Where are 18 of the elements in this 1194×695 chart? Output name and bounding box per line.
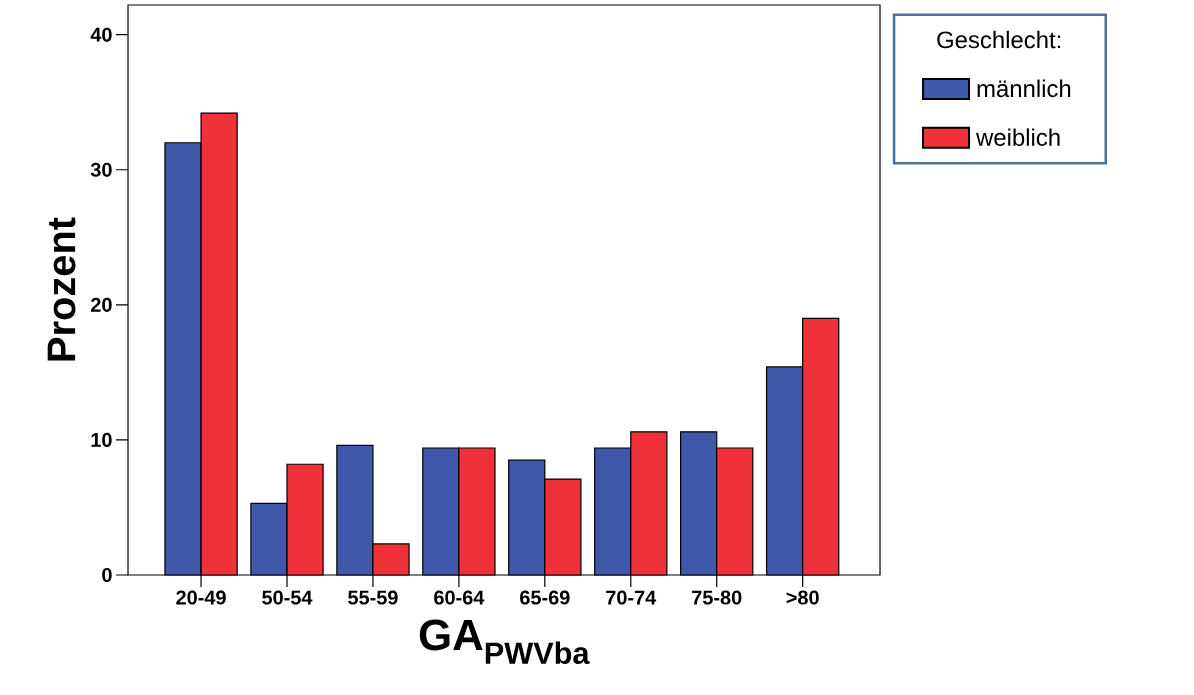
x-tick-label: 50-54 [262,590,313,605]
x-tick-label: 55-59 [348,590,398,605]
y-tick-label: 20 [91,297,112,312]
y-tick-label: 30 [90,162,112,177]
legend-label: weiblich [976,128,1060,146]
legend-label: männlich [977,79,1071,98]
y-tick-label: 0 [102,567,112,583]
x-axis-title: GA$_{PWVba}$ [419,619,590,665]
y-tick-label: 10 [91,432,112,447]
x-tick-label: >80 [786,590,819,605]
x-tick-label: 20-49 [176,590,226,605]
y-axis-title: Prozent [47,217,76,361]
x-tick-label: 65-69 [520,590,570,605]
x-tick-label: 75-80 [692,590,742,605]
x-tick-label: 60-64 [434,590,485,605]
x-tick-label: 70-74 [606,590,657,605]
y-tick-label: 40 [90,27,112,42]
legend-title: Geschlecht: [937,30,1061,49]
